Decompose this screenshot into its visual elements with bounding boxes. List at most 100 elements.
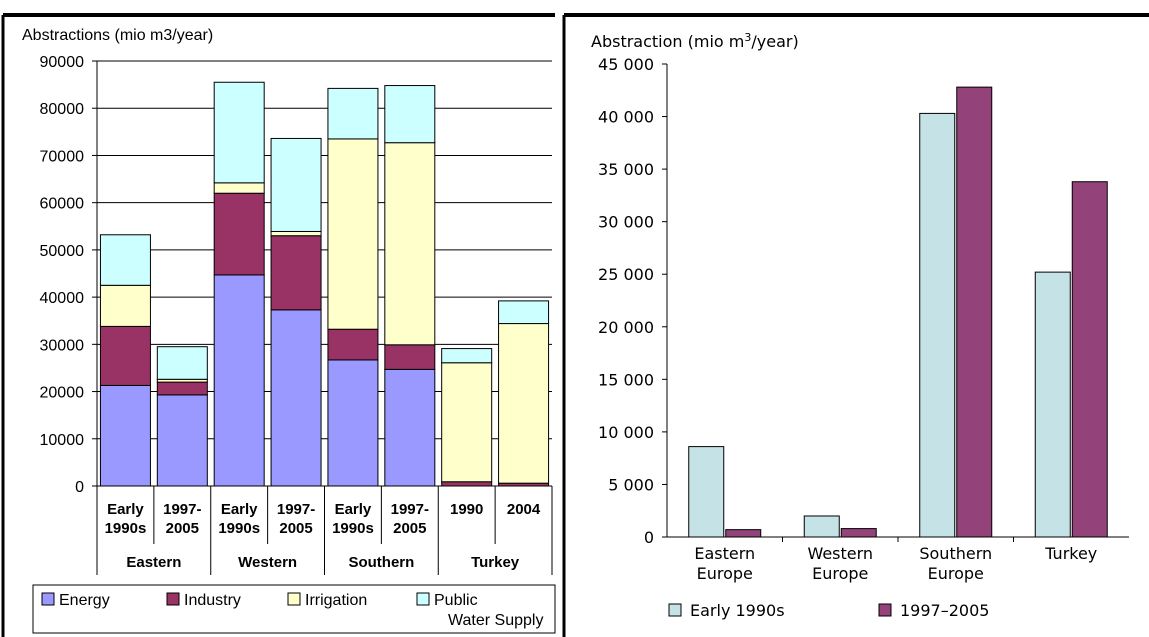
legend: Energy Industry Irrigation Public Water Supp… bbox=[32, 584, 556, 634]
x-tick-label: Europe bbox=[697, 564, 753, 583]
bar-energy bbox=[384, 368, 436, 487]
group-label: Turkey bbox=[471, 554, 520, 571]
bar-industry bbox=[441, 481, 493, 487]
panel-grouped-chart: Abstraction (mio m3/year) 0 5 000 10 000 15… bbox=[562, 13, 1149, 637]
y-tick-label: 0 bbox=[75, 479, 84, 496]
legend-label: Industry bbox=[184, 592, 241, 609]
group-label: Eastern bbox=[126, 554, 181, 571]
bar-public-water-supply bbox=[441, 348, 493, 364]
y-tick-label: 15 000 bbox=[598, 370, 654, 389]
bar-public-water-supply bbox=[327, 87, 379, 140]
legend-label: Energy bbox=[59, 592, 110, 609]
bar-irrigation bbox=[441, 362, 493, 483]
y-tick-label: 10000 bbox=[40, 432, 85, 449]
y-tick-label: 40 000 bbox=[598, 108, 654, 127]
bar-series-1 bbox=[688, 446, 725, 538]
x-tick-label: Eastern bbox=[694, 544, 755, 563]
x-tick-label: 1997- bbox=[391, 501, 429, 518]
legend-swatch bbox=[416, 592, 430, 606]
y-tick-label: 25 000 bbox=[598, 265, 654, 284]
x-tick-label: Western bbox=[807, 544, 873, 563]
y-tick-label: 30000 bbox=[40, 337, 85, 354]
y-tick-label: 50000 bbox=[40, 243, 85, 260]
bar-series-1 bbox=[919, 112, 956, 538]
x-tick-label: 2005 bbox=[279, 520, 312, 537]
y-tick-label: 45 000 bbox=[598, 55, 654, 74]
y-axis-title: Abstractions (mio m3/year) bbox=[22, 27, 213, 44]
bar-public-water-supply bbox=[99, 234, 151, 286]
x-tick-label: 1990 bbox=[450, 501, 483, 518]
bar-public-water-supply bbox=[270, 137, 322, 232]
bar-irrigation bbox=[99, 284, 151, 327]
bar-irrigation bbox=[384, 142, 436, 346]
bar-industry bbox=[156, 381, 208, 396]
y-tick-label: 5 000 bbox=[608, 475, 654, 494]
y-tick-label: 20 000 bbox=[598, 318, 654, 337]
y-tick-label: 35 000 bbox=[598, 160, 654, 179]
group-label: Southern bbox=[348, 554, 414, 571]
bar-irrigation bbox=[213, 182, 265, 194]
bar-energy bbox=[213, 274, 265, 487]
x-tick-label: 1997- bbox=[277, 501, 315, 518]
y-tick-label: 80000 bbox=[40, 101, 85, 118]
legend-swatch bbox=[878, 603, 892, 617]
x-tick-label: Early bbox=[107, 501, 144, 518]
x-tick-label: Europe bbox=[928, 564, 984, 583]
x-tick-label: 1990s bbox=[105, 520, 147, 537]
bar-public-water-supply bbox=[498, 300, 550, 325]
bar-industry bbox=[213, 192, 265, 276]
bar-series-2 bbox=[1071, 181, 1108, 538]
legend-label: Irrigation bbox=[305, 592, 367, 609]
y-tick-label: 40000 bbox=[40, 290, 85, 307]
x-tick-label: Southern bbox=[919, 544, 992, 563]
x-tick-label: 2005 bbox=[393, 520, 426, 537]
y-tick-label: 30 000 bbox=[598, 213, 654, 232]
y-tick-label: 0 bbox=[644, 528, 654, 547]
y-axis-title: Abstraction (mio m3/year) bbox=[591, 31, 799, 51]
legend-box bbox=[32, 584, 556, 634]
bar-industry bbox=[99, 325, 151, 386]
legend-swatch bbox=[668, 603, 682, 617]
bar-public-water-supply bbox=[213, 81, 265, 184]
y-tick-label: 70000 bbox=[40, 148, 85, 165]
bar-energy bbox=[327, 359, 379, 487]
bar-energy bbox=[156, 394, 208, 487]
y-tick-label: 60000 bbox=[40, 196, 85, 213]
x-tick-label: 1990s bbox=[218, 520, 260, 537]
x-tick-label: 2004 bbox=[507, 501, 541, 518]
bar-series-2 bbox=[956, 86, 993, 538]
x-tick-label: Early bbox=[335, 501, 372, 518]
panel-stacked-chart: Abstractions (mio m3/year) 0 10000 20000 30… bbox=[1, 13, 556, 637]
legend-label: 1997–2005 bbox=[900, 601, 989, 620]
x-tick-label: Early bbox=[221, 501, 258, 518]
bar-industry bbox=[327, 328, 379, 361]
legend-swatch bbox=[287, 592, 301, 606]
bar-industry bbox=[384, 344, 436, 370]
x-tick-label: Europe bbox=[812, 564, 868, 583]
bar-energy bbox=[99, 384, 151, 487]
x-tick-label: 2005 bbox=[166, 520, 199, 537]
bar-public-water-supply bbox=[156, 346, 208, 380]
legend-label: Public bbox=[434, 592, 478, 609]
bar-series-2 bbox=[840, 528, 877, 538]
y-tick-label: 10 000 bbox=[598, 423, 654, 442]
legend-swatch bbox=[166, 592, 180, 606]
x-tick-label: 1997- bbox=[163, 501, 201, 518]
bar-series-1 bbox=[1034, 271, 1071, 538]
bar-public-water-supply bbox=[384, 85, 436, 144]
bar-industry bbox=[270, 235, 322, 311]
bar-energy bbox=[270, 309, 322, 487]
x-tick-label: 1990s bbox=[332, 520, 374, 537]
legend-label: Water Supply bbox=[448, 612, 543, 629]
y-tick-label: 90000 bbox=[40, 54, 85, 71]
legend: Early 1990s 1997–2005 bbox=[668, 601, 989, 620]
bar-series-1 bbox=[803, 515, 840, 538]
y-tick-label: 20000 bbox=[40, 385, 85, 402]
legend-swatch bbox=[41, 592, 55, 606]
bar-irrigation bbox=[270, 230, 322, 237]
bar-irrigation bbox=[498, 323, 550, 484]
legend-label: Early 1990s bbox=[690, 601, 785, 620]
bar-series-2 bbox=[725, 529, 762, 538]
group-label: Western bbox=[238, 554, 297, 571]
